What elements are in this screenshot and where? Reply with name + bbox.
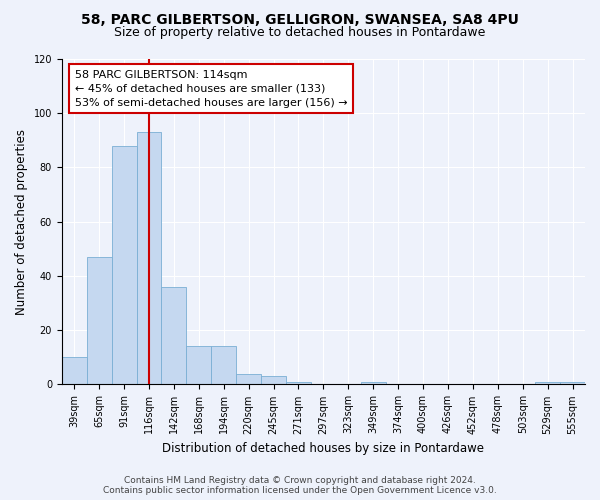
Bar xyxy=(286,382,311,384)
Text: 58, PARC GILBERTSON, GELLIGRON, SWANSEA, SA8 4PU: 58, PARC GILBERTSON, GELLIGRON, SWANSEA,… xyxy=(81,12,519,26)
Bar xyxy=(535,382,560,384)
Bar xyxy=(236,374,261,384)
Bar xyxy=(187,346,211,385)
Bar xyxy=(86,257,112,384)
Bar xyxy=(361,382,386,384)
Bar xyxy=(211,346,236,385)
X-axis label: Distribution of detached houses by size in Pontardawe: Distribution of detached houses by size … xyxy=(163,442,484,455)
Bar xyxy=(112,146,137,384)
Bar xyxy=(137,132,161,384)
Text: Size of property relative to detached houses in Pontardawe: Size of property relative to detached ho… xyxy=(115,26,485,39)
Bar xyxy=(62,358,86,384)
Text: 58 PARC GILBERTSON: 114sqm
← 45% of detached houses are smaller (133)
53% of sem: 58 PARC GILBERTSON: 114sqm ← 45% of deta… xyxy=(75,70,347,108)
Bar xyxy=(261,376,286,384)
Bar xyxy=(560,382,585,384)
Text: Contains HM Land Registry data © Crown copyright and database right 2024.
Contai: Contains HM Land Registry data © Crown c… xyxy=(103,476,497,495)
Bar xyxy=(161,287,187,384)
Y-axis label: Number of detached properties: Number of detached properties xyxy=(15,128,28,314)
